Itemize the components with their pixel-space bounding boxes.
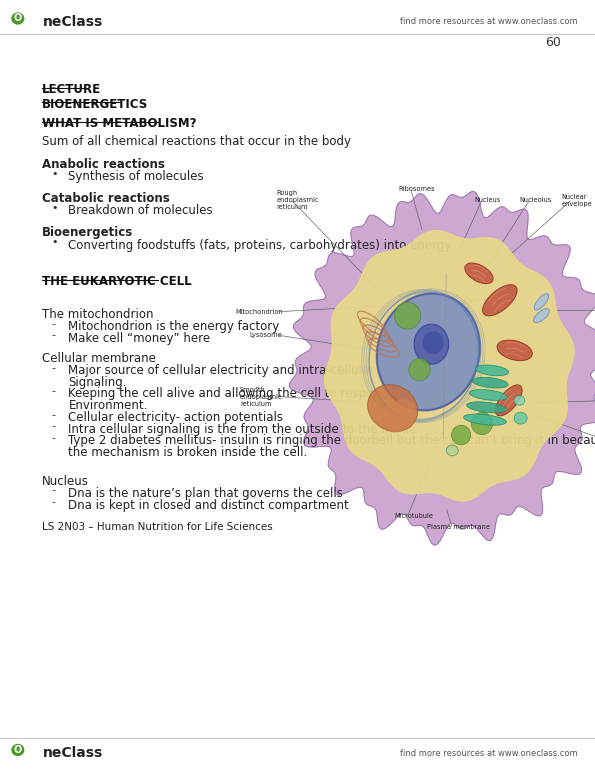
Text: Mitochondrion is the energy factory: Mitochondrion is the energy factory bbox=[68, 320, 280, 333]
Text: -: - bbox=[52, 433, 56, 443]
Text: Synthesis of molecules: Synthesis of molecules bbox=[68, 170, 204, 183]
Text: THE EUKARYOTIC CELL: THE EUKARYOTIC CELL bbox=[42, 275, 191, 288]
Text: Plasma membrane: Plasma membrane bbox=[427, 524, 490, 531]
Ellipse shape bbox=[472, 377, 508, 388]
Ellipse shape bbox=[514, 412, 527, 424]
Text: Nucleus: Nucleus bbox=[475, 197, 501, 203]
Ellipse shape bbox=[534, 309, 549, 323]
Ellipse shape bbox=[381, 400, 416, 432]
Text: LECTURE: LECTURE bbox=[42, 83, 101, 96]
Text: neClass: neClass bbox=[43, 746, 103, 760]
Ellipse shape bbox=[469, 390, 508, 400]
Text: neClass: neClass bbox=[43, 15, 103, 28]
Text: find more resources at www.oneclass.com: find more resources at www.oneclass.com bbox=[399, 748, 577, 758]
Text: Breakdown of molecules: Breakdown of molecules bbox=[68, 204, 213, 217]
Ellipse shape bbox=[465, 263, 493, 283]
Text: •: • bbox=[52, 237, 58, 247]
Text: -: - bbox=[52, 330, 56, 340]
Text: -: - bbox=[52, 386, 56, 396]
Text: Mitochondrion: Mitochondrion bbox=[235, 309, 283, 315]
Text: Nucleolus: Nucleolus bbox=[519, 197, 552, 203]
Ellipse shape bbox=[466, 402, 507, 413]
Text: Lysosome: Lysosome bbox=[250, 332, 283, 338]
Text: Bioenergetics: Bioenergetics bbox=[42, 226, 133, 239]
Ellipse shape bbox=[471, 413, 493, 434]
Text: Catabolic reactions: Catabolic reactions bbox=[42, 192, 170, 205]
Text: Sum of all chemical reactions that occur in the body: Sum of all chemical reactions that occur… bbox=[42, 135, 350, 148]
Text: Keeping the cell alive and allowing the cell to respond to external: Keeping the cell alive and allowing the … bbox=[68, 387, 457, 400]
Polygon shape bbox=[324, 230, 574, 501]
Text: Major source of cellular electricity and intra-cellular: Major source of cellular electricity and… bbox=[68, 364, 374, 377]
Text: find more resources at www.oneclass.com: find more resources at www.oneclass.com bbox=[399, 17, 577, 26]
Text: Ribosomes: Ribosomes bbox=[398, 186, 435, 192]
Ellipse shape bbox=[409, 359, 430, 380]
Ellipse shape bbox=[422, 331, 444, 354]
Ellipse shape bbox=[534, 293, 549, 310]
Text: O: O bbox=[14, 745, 22, 755]
Text: Rough
endoplasmic
reticulum: Rough endoplasmic reticulum bbox=[276, 190, 319, 210]
Text: -: - bbox=[52, 410, 56, 420]
Text: •: • bbox=[52, 169, 58, 179]
Text: Make cell “money” here: Make cell “money” here bbox=[68, 332, 211, 345]
Ellipse shape bbox=[495, 385, 522, 416]
Text: The mitochondrion: The mitochondrion bbox=[42, 308, 153, 321]
Ellipse shape bbox=[377, 293, 480, 410]
Ellipse shape bbox=[394, 302, 421, 330]
Text: Intra cellular signaling is the from the outside to the inside: Intra cellular signaling is the from the… bbox=[68, 423, 417, 436]
Text: -: - bbox=[52, 319, 56, 329]
Text: Nuclear
envelope: Nuclear envelope bbox=[562, 194, 593, 206]
Text: 60: 60 bbox=[546, 36, 561, 49]
Ellipse shape bbox=[446, 445, 458, 456]
Text: •: • bbox=[52, 203, 58, 213]
Ellipse shape bbox=[464, 414, 506, 425]
Text: LS 2N03 – Human Nutrition for Life Sciences: LS 2N03 – Human Nutrition for Life Scien… bbox=[42, 522, 273, 532]
Text: BIOENERGETICS: BIOENERGETICS bbox=[42, 98, 148, 111]
Text: Anabolic reactions: Anabolic reactions bbox=[42, 158, 165, 171]
Ellipse shape bbox=[11, 12, 24, 25]
Text: Converting foodstuffs (fats, proteins, carbohydrates) into energy: Converting foodstuffs (fats, proteins, c… bbox=[68, 239, 452, 252]
Text: O: O bbox=[14, 14, 22, 23]
Text: -: - bbox=[52, 363, 56, 373]
Text: WHAT IS METABOLISM?: WHAT IS METABOLISM? bbox=[42, 117, 196, 130]
Ellipse shape bbox=[414, 324, 449, 364]
Text: Signaling.: Signaling. bbox=[68, 376, 127, 389]
Ellipse shape bbox=[368, 385, 418, 431]
Ellipse shape bbox=[11, 744, 24, 756]
Ellipse shape bbox=[514, 396, 525, 405]
Text: Environment.: Environment. bbox=[68, 399, 148, 412]
Text: Type 2 diabetes mellitus- insulin is ringing the doorbell but the cell can’t bri: Type 2 diabetes mellitus- insulin is rin… bbox=[68, 434, 595, 447]
Text: Cellular membrane: Cellular membrane bbox=[42, 352, 155, 365]
Text: Microtubule: Microtubule bbox=[394, 513, 433, 519]
Text: Smooth
endoplasmic
reticulum: Smooth endoplasmic reticulum bbox=[240, 387, 283, 407]
Text: Cellular electricity- action potentials: Cellular electricity- action potentials bbox=[68, 411, 283, 424]
Text: Dna is the nature’s plan that governs the cells: Dna is the nature’s plan that governs th… bbox=[68, 487, 343, 500]
Ellipse shape bbox=[497, 340, 533, 360]
Text: -: - bbox=[52, 421, 56, 431]
Text: Dna is kept in closed and distinct compartment: Dna is kept in closed and distinct compa… bbox=[68, 499, 349, 512]
Text: the mechanism is broken inside the cell.: the mechanism is broken inside the cell. bbox=[68, 446, 308, 459]
Ellipse shape bbox=[475, 365, 509, 376]
Text: -: - bbox=[52, 485, 56, 495]
Ellipse shape bbox=[483, 285, 517, 316]
Text: Nucleus: Nucleus bbox=[42, 475, 89, 488]
Text: -: - bbox=[52, 497, 56, 507]
Ellipse shape bbox=[452, 425, 471, 445]
Polygon shape bbox=[289, 191, 595, 545]
